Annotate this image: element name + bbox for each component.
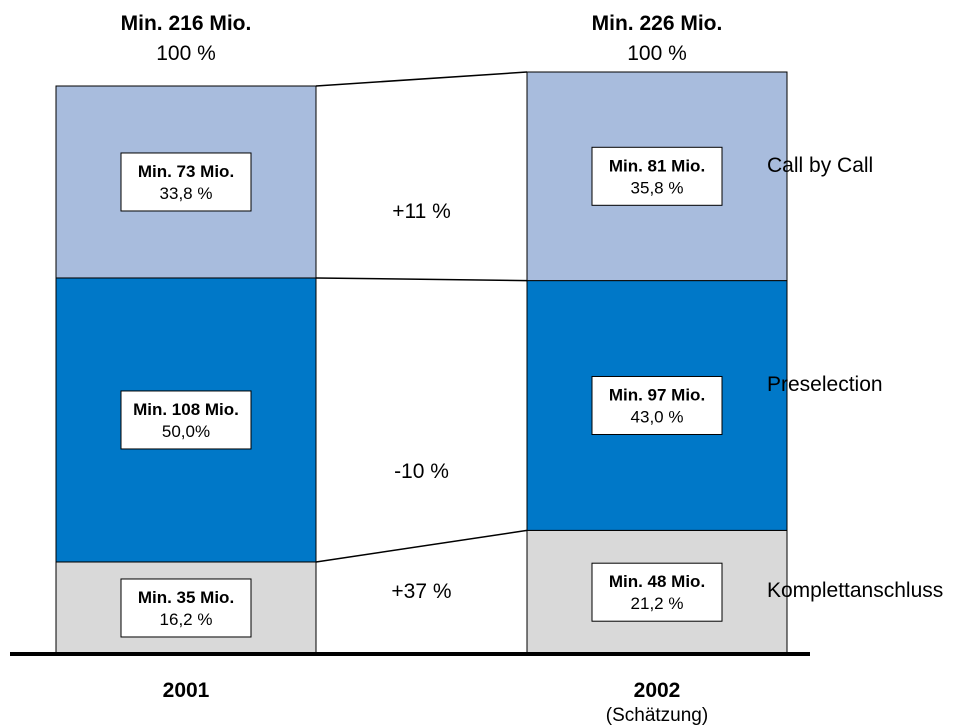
segment-pct-label: 21,2 % (631, 594, 684, 613)
segment-label-call-by-call-2002: Min. 81 Mio. 35,8 % (591, 146, 723, 206)
category-label-2002: 2002 (634, 679, 681, 702)
segment-value-label: Min. 108 Mio. (133, 400, 239, 419)
total-pct-label-2001: 100 % (156, 42, 216, 65)
segment-label-box (120, 390, 252, 450)
change-labels: +37 % -10 % +11 % (391, 200, 451, 603)
segment-label-komplettanschluss-2001: Min. 35 Mio. 16,2 % (120, 578, 252, 638)
segment-value-label: Min. 73 Mio. (138, 162, 234, 181)
segment-pct-label: 50,0% (162, 422, 210, 441)
change-label-komplettanschluss: +37 % (391, 580, 451, 603)
segment-label-preselection-2001: Min. 108 Mio. 50,0% (120, 390, 252, 450)
segment-label-box (591, 146, 723, 206)
segment-value-label: Min. 35 Mio. (138, 588, 234, 607)
segment-pct-label: 16,2 % (160, 610, 213, 629)
total-pct-label-2002: 100 % (627, 42, 687, 65)
total-value-label-2001: Min. 216 Mio. (121, 12, 252, 35)
category-labels: 2001 2002 (Schätzung) (163, 679, 709, 726)
segment-pct-label: 33,8 % (160, 184, 213, 203)
segment-pct-label: 35,8 % (631, 178, 684, 197)
segment-labels: Min. 35 Mio.16,2 %Min. 108 Mio.50,0%Min.… (120, 146, 723, 638)
segment-label-box (591, 562, 723, 622)
category-subtitle-2002: (Schätzung) (606, 705, 708, 726)
connector-call-by-call (315, 71, 528, 87)
legend: Komplettanschluss Preselection Call by Cal… (767, 154, 943, 602)
segment-label-box (591, 375, 723, 435)
segment-pct-label: 43,0 % (631, 407, 684, 426)
segment-value-label: Min. 97 Mio. (609, 385, 705, 404)
connector-komplettanschluss (315, 529, 528, 563)
segment-label-box (120, 578, 252, 638)
legend-entry-komplettanschluss: Komplettanschluss (767, 579, 943, 602)
change-label-preselection: -10 % (394, 460, 449, 483)
total-labels: Min. 216 Mio. 100 % Min. 226 Mio. 100 % (121, 12, 723, 65)
change-label-call-by-call: +11 % (392, 200, 451, 223)
total-value-label-2002: Min. 226 Mio. (592, 12, 723, 35)
segment-label-box (120, 152, 252, 212)
legend-entry-call-by-call: Call by Call (767, 154, 873, 177)
legend-entry-preselection: Preselection (767, 373, 883, 396)
connector-preselection (315, 277, 528, 282)
segment-label-preselection-2002: Min. 97 Mio. 43,0 % (591, 375, 723, 435)
connector-lines (315, 71, 528, 563)
segment-label-call-by-call-2001: Min. 73 Mio. 33,8 % (120, 152, 252, 212)
segment-label-komplettanschluss-2002: Min. 48 Mio. 21,2 % (591, 562, 723, 622)
segment-value-label: Min. 48 Mio. (609, 572, 705, 591)
category-label-2001: 2001 (163, 679, 210, 702)
segment-value-label: Min. 81 Mio. (609, 156, 705, 175)
